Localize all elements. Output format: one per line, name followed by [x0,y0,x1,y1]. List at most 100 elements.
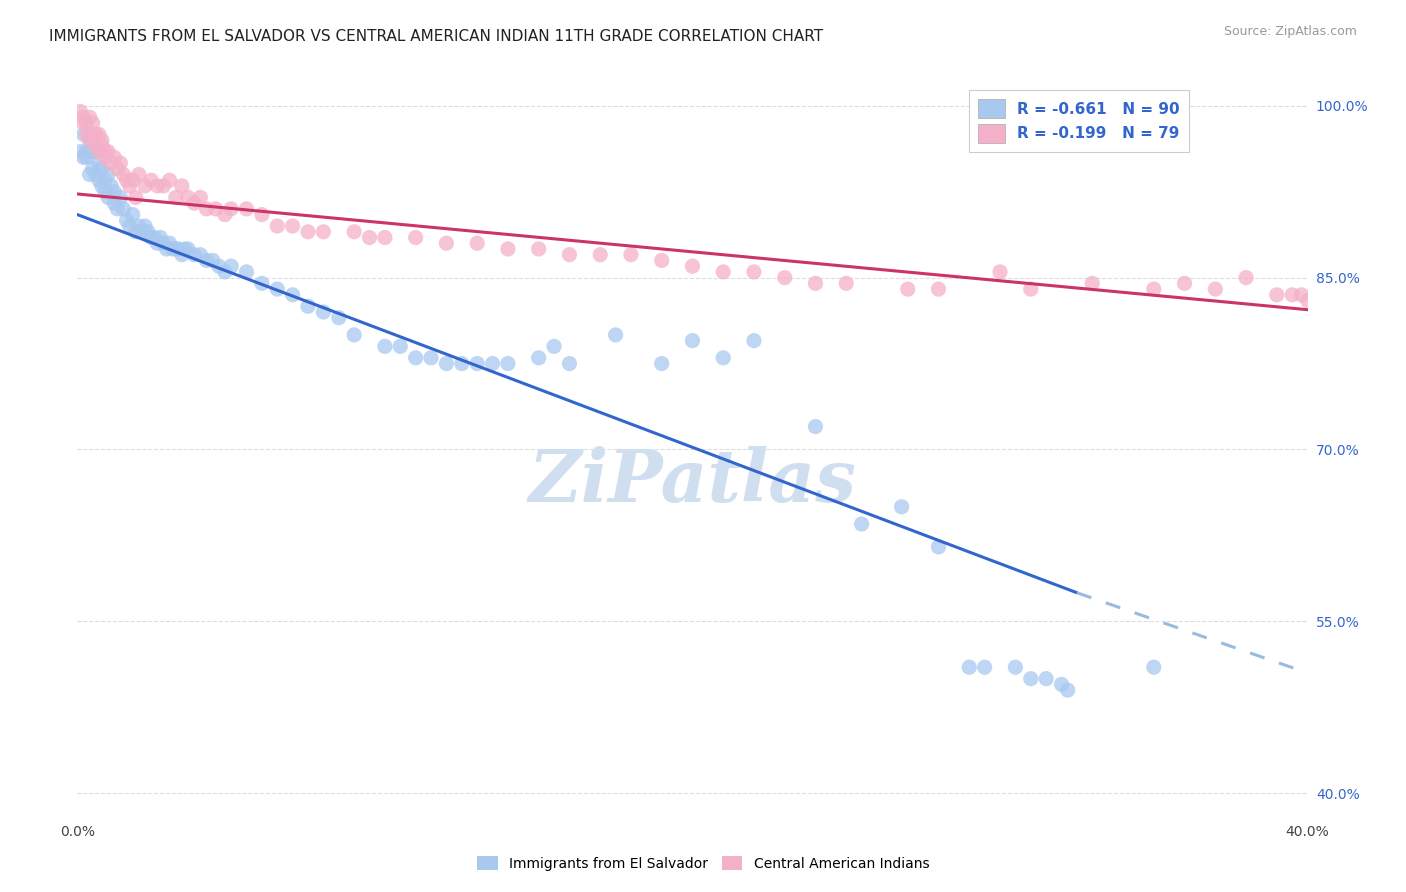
Point [79,133,101,147]
Point [165,242,187,256]
Point [343,327,366,342]
Point [773,270,796,285]
Point [72,110,94,124]
Point [76,116,98,130]
Point [1296,293,1319,308]
Point [651,357,673,371]
Point [1281,287,1303,301]
Point [103,196,125,211]
Point [82,128,104,142]
Point [973,660,995,674]
Point [188,248,212,262]
Point [250,277,273,291]
Point [100,178,122,193]
Point [219,259,242,273]
Text: IMMIGRANTS FROM EL SALVADOR VS CENTRAL AMERICAN INDIAN 11TH GRADE CORRELATION CH: IMMIGRANTS FROM EL SALVADOR VS CENTRAL A… [49,29,824,44]
Point [165,190,187,204]
Point [72,116,94,130]
Point [125,225,148,239]
Point [141,173,163,187]
Point [281,287,304,301]
Legend: R = -0.661   N = 90, R = -0.199   N = 79: R = -0.661 N = 90, R = -0.199 N = 79 [969,90,1189,152]
Point [450,357,472,371]
Point [1056,683,1078,698]
Point [146,236,169,251]
Point [312,305,335,319]
Point [90,133,114,147]
Point [170,178,193,193]
Point [112,168,135,182]
Point [359,230,381,244]
Point [589,248,612,262]
Point [90,178,114,193]
Point [558,248,581,262]
Point [988,265,1011,279]
Point [1143,282,1166,296]
Point [69,145,91,159]
Point [121,173,143,187]
Point [115,173,138,187]
Point [711,351,734,365]
Point [72,150,94,164]
Point [1004,660,1026,674]
Point [87,128,110,142]
Point [219,202,242,216]
Point [112,202,135,216]
Point [1234,270,1257,285]
Point [79,168,101,182]
Point [87,156,110,170]
Point [195,202,218,216]
Point [141,230,163,244]
Point [201,253,224,268]
Point [281,219,304,233]
Point [214,208,236,222]
Point [118,178,141,193]
Point [188,190,212,204]
Point [105,161,128,176]
Point [928,540,950,554]
Point [651,253,673,268]
Point [97,145,120,159]
Point [1204,282,1226,296]
Point [155,242,177,256]
Point [82,116,104,130]
Point [195,253,218,268]
Point [620,248,643,262]
Point [436,357,458,371]
Point [328,310,350,325]
Point [167,242,190,256]
Point [79,110,101,124]
Point [297,225,319,239]
Point [890,500,912,514]
Point [125,190,148,204]
Point [118,219,141,233]
Point [204,202,226,216]
Point [121,208,143,222]
Point [100,156,122,170]
Point [804,419,827,434]
Point [496,242,519,256]
Point [103,150,125,164]
Point [1265,287,1288,301]
Point [605,327,627,342]
Point [177,190,200,204]
Point [374,230,396,244]
Point [208,259,231,273]
Point [115,213,138,227]
Point [1019,672,1042,686]
Point [682,259,704,273]
Point [110,156,132,170]
Point [835,277,858,291]
Point [465,357,488,371]
Point [134,219,156,233]
Point [235,202,257,216]
Point [250,208,273,222]
Point [90,161,114,176]
Point [496,357,519,371]
Point [87,145,110,159]
Point [405,351,427,365]
Point [1081,277,1104,291]
Point [235,265,257,279]
Point [84,139,107,153]
Point [103,185,125,199]
